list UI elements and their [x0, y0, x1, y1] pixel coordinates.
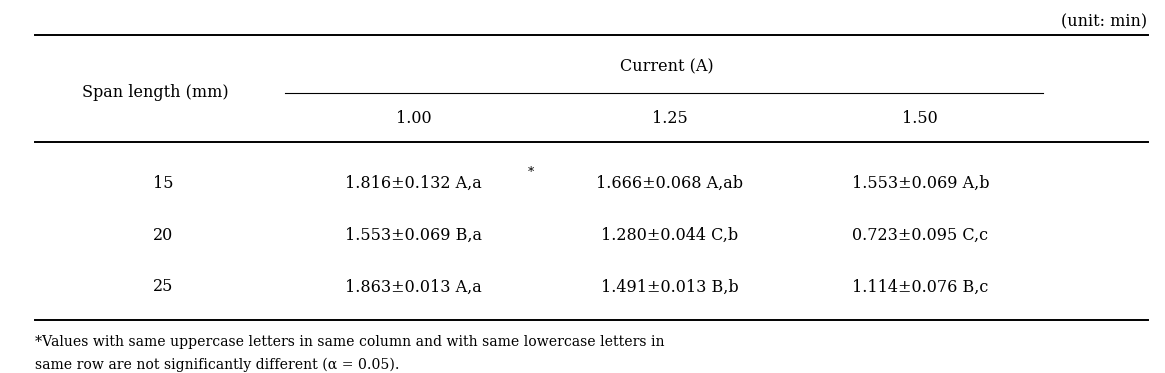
Text: 1.666±0.068 A,ab: 1.666±0.068 A,ab	[596, 175, 743, 192]
Text: *Values with same uppercase letters in same column and with same lowercase lette: *Values with same uppercase letters in s…	[35, 335, 664, 350]
Text: 15: 15	[153, 175, 174, 192]
Text: 1.00: 1.00	[396, 110, 431, 127]
Text: 1.553±0.069 B,a: 1.553±0.069 B,a	[345, 226, 482, 244]
Text: 20: 20	[153, 226, 174, 244]
Text: 1.280±0.044 C,b: 1.280±0.044 C,b	[601, 226, 739, 244]
Text: *: *	[528, 166, 534, 179]
Text: 1.114±0.076 B,c: 1.114±0.076 B,c	[852, 278, 989, 295]
Text: same row are not significantly different (α = 0.05).: same row are not significantly different…	[35, 357, 400, 372]
Text: 0.723±0.095 C,c: 0.723±0.095 C,c	[853, 226, 988, 244]
Text: 25: 25	[153, 278, 174, 295]
Text: 1.25: 1.25	[652, 110, 687, 127]
Text: 1.491±0.013 B,b: 1.491±0.013 B,b	[601, 278, 739, 295]
Text: Current (A): Current (A)	[620, 58, 714, 75]
Text: 1.816±0.132 A,a: 1.816±0.132 A,a	[345, 175, 482, 192]
Text: 1.863±0.013 A,a: 1.863±0.013 A,a	[345, 278, 482, 295]
Text: 1.50: 1.50	[903, 110, 938, 127]
Text: (unit: min): (unit: min)	[1061, 13, 1148, 30]
Text: Span length (mm): Span length (mm)	[82, 84, 228, 101]
Text: 1.553±0.069 A,b: 1.553±0.069 A,b	[852, 175, 989, 192]
